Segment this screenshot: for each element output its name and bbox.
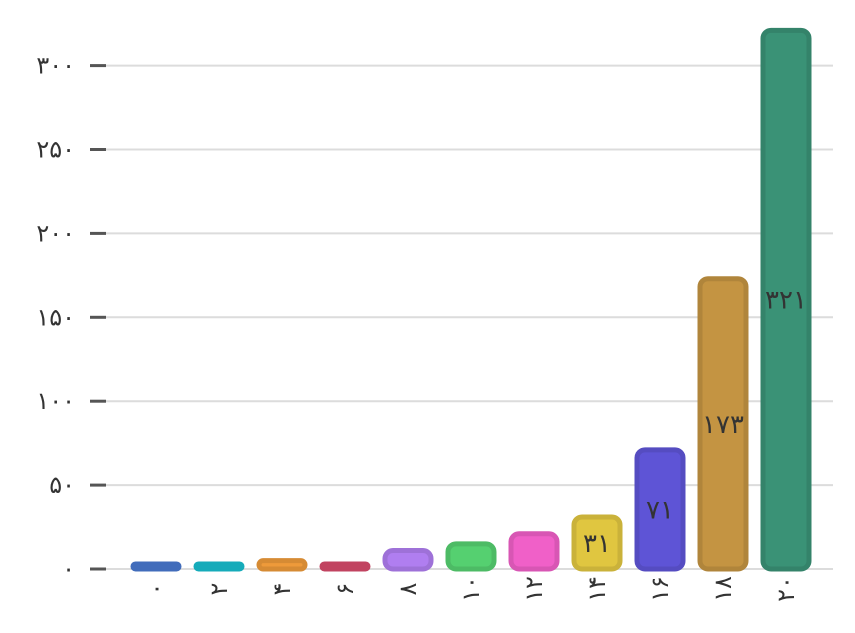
bar [445,541,497,572]
bar [130,561,182,572]
data-label: ۱۷۳ [702,410,744,440]
x-tick-label: ۲ [205,583,233,596]
x-axis: ۰ ۲ ۴ ۶ ۸ ۱۰ ۱۲ ۱۴ ۱۶ ۱۸ ۲۰ [142,576,800,602]
y-tick-label: ۱۰۰ [36,387,75,415]
y-tick-label: ۰ [62,555,75,583]
bar [697,276,749,572]
bar [193,561,245,572]
x-tick-label: ۱۸ [709,576,737,602]
grid-layer [105,64,833,570]
data-label: ۷۱ [646,495,674,525]
bar [760,27,812,572]
y-tick-label: ۲۵۰ [36,136,75,164]
x-tick-label: ۱۴ [583,576,611,602]
x-tick-label: ۰ [142,583,170,596]
bar [508,531,560,572]
y-tick-label: ۱۵۰ [36,303,75,331]
x-tick-label: ۶ [331,583,359,596]
x-tick-label: ۴ [268,583,296,596]
bars [130,27,812,572]
x-tick-label: ۸ [394,582,422,595]
y-tick-label: ۲۰۰ [36,219,75,247]
bar [382,548,434,572]
bar [319,561,371,572]
bar [571,514,623,572]
x-tick-label: ۱۶ [646,576,674,602]
data-labels: ۳۱ ۷۱ ۱۷۳ ۳۲۱ [583,286,807,559]
bar [256,558,308,572]
data-label: ۳۲۱ [765,286,807,316]
x-tick-label: ۱۲ [520,576,548,602]
bar [634,447,686,572]
y-tick-label: ۳۰۰ [36,52,75,80]
x-tick-label: ۲۰ [772,576,800,602]
data-label: ۳۱ [583,529,611,559]
y-axis: ۰ ۵۰ ۱۰۰ ۱۵۰ ۲۰۰ ۲۵۰ ۳۰۰ [36,52,106,583]
x-tick-label: ۱۰ [457,576,485,602]
y-tick-label: ۵۰ [49,471,75,499]
